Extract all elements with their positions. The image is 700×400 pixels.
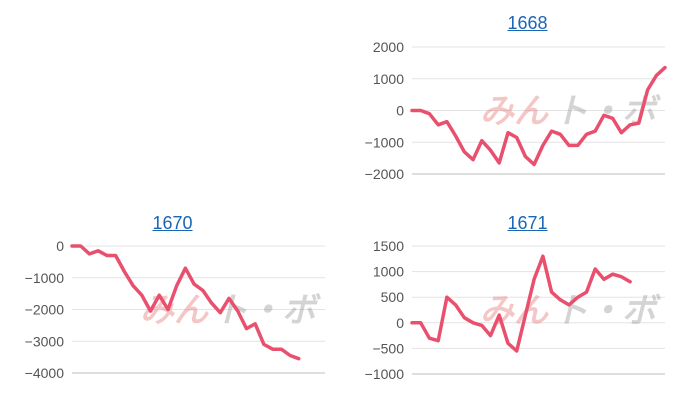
y-tick-label: 1000 xyxy=(373,71,404,87)
watermark-logo-right: ト・ボ xyxy=(214,291,321,331)
y-tick-label: 1500 xyxy=(373,238,404,254)
y-tick-label: −1000 xyxy=(25,270,65,286)
chart-panel-1670: 1670 0 −1000 −2000 −3000 −4000 みん ト・ボ xyxy=(0,200,345,400)
chart-title-link[interactable]: 1671 xyxy=(507,213,548,233)
chart-title-link[interactable]: 1668 xyxy=(507,13,548,33)
y-tick-label: 0 xyxy=(396,315,404,331)
y-tick-label: −3000 xyxy=(25,333,65,349)
y-tick-label: 500 xyxy=(381,289,405,305)
y-tick-label: 0 xyxy=(56,238,64,254)
watermark-logo-left: みん xyxy=(480,291,549,331)
chart-panel-1671: 1671 1500 1000 500 0 −500 −1000 みん ト・ボ xyxy=(355,200,700,400)
chart-title-link[interactable]: 1670 xyxy=(152,213,193,233)
y-tick-label: −2000 xyxy=(365,166,405,182)
series-line xyxy=(410,65,667,167)
y-tick-label: 1000 xyxy=(373,264,404,280)
y-tick-label: −2000 xyxy=(25,302,65,318)
chart-panel-1668: 1668 2000 1000 0 −1000 −2000 みん ト・ボ xyxy=(355,0,700,200)
series-line xyxy=(410,254,632,353)
y-tick-label: −4000 xyxy=(25,365,65,381)
y-tick-label: 2000 xyxy=(373,39,404,55)
line-chart: 1500 1000 500 0 −500 −1000 みん ト・ボ xyxy=(365,238,665,382)
y-tick-label: −500 xyxy=(372,340,404,356)
series-line xyxy=(70,244,301,361)
y-tick-label: −1000 xyxy=(365,366,405,382)
y-tick-label: −1000 xyxy=(365,134,405,150)
watermark-logo-left: みん xyxy=(480,92,549,132)
y-tick-label: 0 xyxy=(396,103,404,119)
watermark-logo-right: ト・ボ xyxy=(554,291,661,331)
